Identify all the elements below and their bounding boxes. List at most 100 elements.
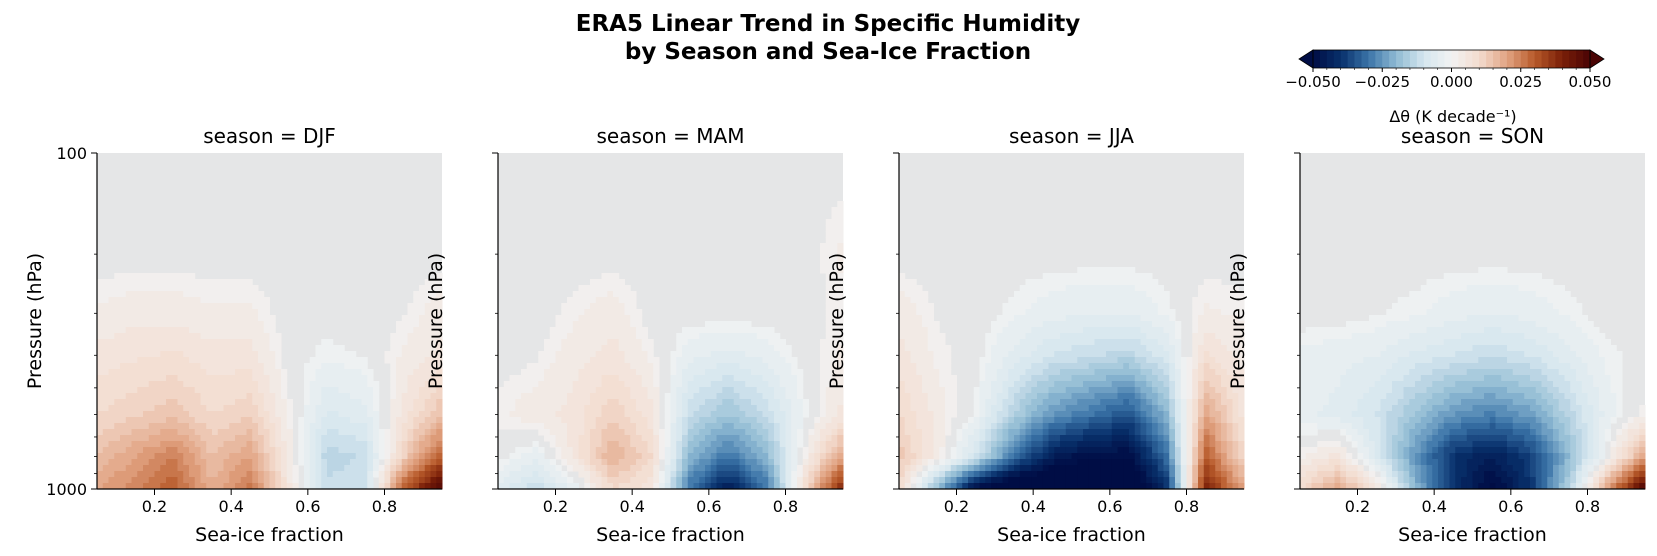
heatmap-cell [624,399,631,406]
heatmap-cell [578,315,585,322]
heatmap-cell [275,333,282,340]
heatmap-cell [509,459,516,466]
heatmap-cell [407,435,414,442]
heatmap-cell [148,303,155,310]
heatmap-cell [1088,339,1095,346]
heatmap-cell [590,447,597,454]
heatmap-cell [298,435,305,442]
heatmap-cell [768,345,775,352]
heatmap-cell [1198,303,1205,310]
heatmap-cell [820,465,827,472]
heatmap-cell [699,405,706,412]
heatmap-cell [733,423,740,430]
heatmap-cell [252,441,259,448]
heatmap-cell [756,327,763,334]
heatmap-cell [344,459,351,466]
heatmap-cell [820,453,827,460]
heatmap-cell [246,429,253,436]
heatmap-cell [831,213,838,220]
heatmap-cell [396,357,403,364]
heatmap-cell [607,291,614,298]
heatmap-cell [939,405,946,412]
heatmap-cell [367,441,374,448]
heatmap-cell [384,483,391,490]
heatmap-cell [424,417,431,424]
heatmap-cell [97,417,104,424]
heatmap-cell [125,369,132,376]
heatmap-cell [1221,411,1228,418]
heatmap-cell [601,369,608,376]
colorbar-cell [1409,50,1418,68]
heatmap-cell [361,393,368,400]
heatmap-cell [1209,339,1216,346]
heatmap-cell [183,363,190,370]
heatmap-cell [108,285,115,292]
heatmap-cell [745,483,752,490]
heatmap-cell [664,393,671,400]
heatmap-cell [785,399,792,406]
heatmap-cell [710,363,717,370]
heatmap-cell [601,429,608,436]
heatmap-cell [1129,267,1136,274]
heatmap-cell [183,357,190,364]
heatmap-cell [509,381,516,388]
heatmap-cell [189,273,196,280]
heatmap-cell [1215,417,1222,424]
heatmap-cell [137,417,144,424]
heatmap-cell [120,447,127,454]
heatmap-cell [148,309,155,316]
heatmap-cell [682,399,689,406]
heatmap-cell [338,351,345,358]
heatmap-cell [1054,357,1061,364]
heatmap-cell [1037,381,1044,388]
heatmap-cell [309,465,316,472]
heatmap-cell [235,417,242,424]
heatmap-cell [183,297,190,304]
heatmap-cell [933,387,940,394]
heatmap-cell [779,477,786,484]
heatmap-cell [762,357,769,364]
heatmap-cell [653,423,660,430]
heatmap-cell [171,351,178,358]
heatmap-cell [1054,393,1061,400]
heatmap-cell [200,381,207,388]
heatmap-cell [286,465,293,472]
heatmap-cell [768,357,775,364]
heatmap-cell [137,321,144,328]
heatmap-cell [1203,387,1210,394]
heatmap-cell [120,291,127,298]
heatmap-cell [166,333,173,340]
heatmap-cell [1002,381,1009,388]
heatmap-cell [733,393,740,400]
heatmap-cell [1002,429,1009,436]
heatmap-cell [367,429,374,436]
heatmap-cell [1037,399,1044,406]
heatmap-cell [1152,387,1159,394]
heatmap-cell [653,417,660,424]
heatmap-cell [641,447,648,454]
heatmap-cell [108,399,115,406]
heatmap-cell [430,387,437,394]
heatmap-cell [1163,363,1170,370]
heatmap-cell [613,309,620,316]
heatmap-cell [910,435,917,442]
heatmap-cell [601,441,608,448]
heatmap-cell [1129,339,1136,346]
heatmap-cell [1163,405,1170,412]
heatmap-cell [641,441,648,448]
heatmap-cell [160,309,167,316]
heatmap-cell [332,453,339,460]
heatmap-cell [601,357,608,364]
heatmap-cell [618,345,625,352]
heatmap-cell [670,477,677,484]
heatmap-cell [1117,375,1124,382]
heatmap-cell [97,453,104,460]
heatmap-cell [751,441,758,448]
heatmap-cell [97,279,104,286]
heatmap-cell [269,471,276,478]
heatmap-cell [933,327,940,334]
heatmap-cell [1152,423,1159,430]
heatmap-cell [774,399,781,406]
heatmap-cell [344,381,351,388]
heatmap-cell [555,423,562,430]
